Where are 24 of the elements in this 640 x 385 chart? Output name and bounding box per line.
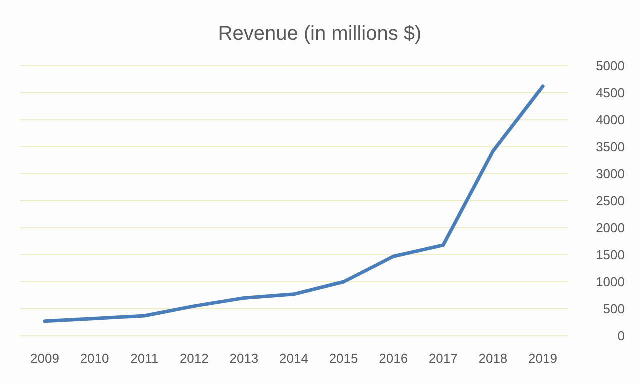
y-tick-label: 2500 [596,194,625,209]
y-tick-label: 5000 [596,58,625,74]
y-tick-label: 0 [618,328,625,344]
x-tick-label: 2018 [478,351,508,366]
y-tick-label: 3500 [596,140,625,155]
x-tick-label: 2019 [528,351,558,366]
x-tick-label: 2014 [280,351,308,366]
y-tick-label: 4000 [596,112,625,128]
x-tick-label: 2015 [329,351,358,366]
line-series [43,84,545,324]
x-tick-label: 2017 [428,351,458,366]
x-tick-label: 2012 [180,351,209,366]
y-tick-label: 3000 [596,166,625,182]
x-tick-label: 2010 [80,351,110,366]
y-tick-label: 1500 [596,248,625,263]
y-tick-label: 500 [603,302,625,317]
y-tick-label: 1000 [596,274,625,290]
y-tick-label: 4500 [596,86,625,101]
y-tick-label: 2000 [596,220,625,236]
x-tick-label: 2009 [30,351,60,366]
x-tick-label: 2011 [130,351,159,366]
x-tick-label: 2016 [379,351,408,366]
x-tick-label: 2013 [230,351,259,366]
chart-title: Revenue (in millions $) [218,23,422,45]
